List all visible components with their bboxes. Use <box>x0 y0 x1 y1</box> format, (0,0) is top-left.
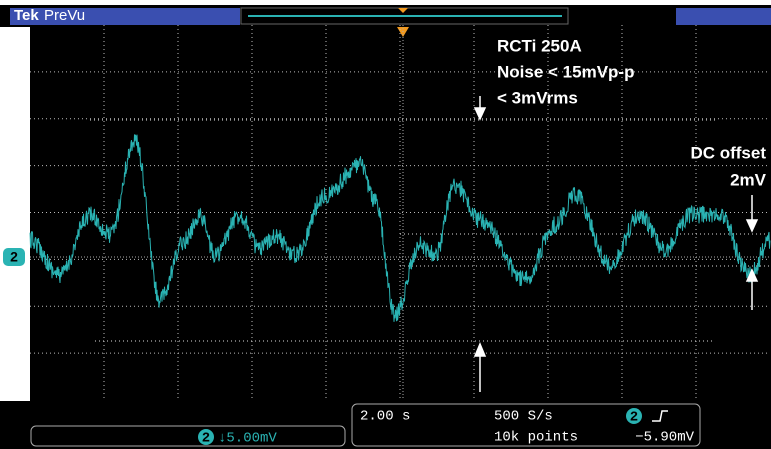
channel-badge <box>198 429 214 445</box>
mode: PreVu <box>44 7 85 24</box>
trigger-slope <box>652 410 668 422</box>
channel-marker-label: 2 <box>10 249 18 265</box>
status-bar <box>0 401 771 449</box>
channel-box <box>30 425 346 447</box>
annotation: Noise < 15mVp-p <box>497 62 634 81</box>
mode-box <box>10 8 240 25</box>
channel-badge-label: 2 <box>202 431 210 447</box>
annotation: DC offset <box>690 143 766 162</box>
vertical-scale: ↓5.00mV <box>218 431 277 447</box>
annotation: RCTi 250A <box>497 36 582 55</box>
trigger-badge-label: 2 <box>630 410 638 426</box>
brand: Tek <box>14 7 39 24</box>
timebase: 2.00 s <box>360 409 410 425</box>
sample-rate: 500 S/s <box>494 409 553 425</box>
channel-marker <box>3 248 25 266</box>
trigger-badge <box>626 408 642 424</box>
trigger-level: −5.90mV <box>635 430 694 446</box>
trigger-pos-small <box>398 8 408 13</box>
annotation: < 3mVrms <box>497 88 578 107</box>
timebase-box <box>351 403 701 447</box>
right-box <box>676 8 771 25</box>
arrows <box>473 96 759 392</box>
waveform <box>29 134 771 322</box>
record-length: 10k points <box>494 430 578 446</box>
annotation: 2mV <box>730 170 767 189</box>
